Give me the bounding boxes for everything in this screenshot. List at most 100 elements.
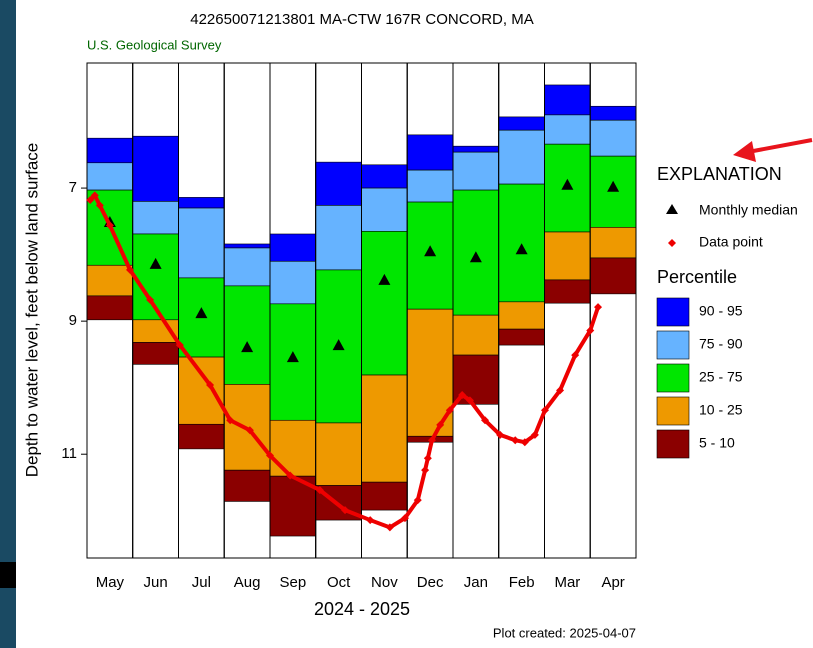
percentile-band [498, 183, 545, 303]
percentile-band [223, 469, 271, 502]
median-marker [469, 251, 482, 263]
data-point [146, 295, 155, 304]
percentile-band [452, 314, 500, 356]
x-tick-label: Jul [192, 574, 211, 591]
x-tick-label: May [96, 574, 125, 591]
percentile-band [544, 114, 591, 145]
legend-median-label: Monthly median [699, 202, 798, 218]
data-point [400, 514, 409, 523]
footer: Plot created: 2025-04-07 [493, 625, 636, 640]
percentile-band [132, 201, 179, 235]
percentile-band [178, 423, 225, 450]
percentile-band [223, 247, 271, 287]
legend-label: 90 - 95 [699, 303, 743, 319]
median-marker [195, 307, 208, 319]
data-point [496, 430, 505, 439]
data-point [511, 436, 520, 445]
percentile-band [315, 205, 362, 271]
left-edge-corner [0, 562, 16, 588]
percentile-band [589, 105, 637, 121]
legend-data-label: Data point [699, 234, 763, 250]
chart-subtitle: U.S. Geological Survey [87, 37, 222, 52]
data-point [481, 416, 490, 425]
x-tick-label: Jun [144, 574, 168, 591]
data-point [594, 303, 603, 312]
y-tick-label: 7 [69, 179, 77, 196]
percentile-band [498, 301, 545, 330]
data-point [556, 386, 565, 395]
data-point [385, 523, 394, 532]
x-axis-label: 2024 - 2025 [314, 599, 410, 619]
y-tick-label: 11 [61, 445, 77, 462]
data-point [366, 516, 375, 525]
percentile-band [544, 279, 591, 304]
data-point [436, 420, 445, 429]
legend-title: EXPLANATION [657, 164, 782, 184]
median-marker [515, 243, 528, 255]
median-marker [241, 341, 254, 353]
percentile-band [361, 231, 408, 376]
percentile-band [178, 207, 225, 279]
data-point [586, 326, 595, 335]
legend-data-marker [668, 239, 676, 247]
data-point [520, 438, 529, 447]
arrow [733, 138, 813, 162]
data-point [90, 191, 99, 200]
data-point [95, 201, 104, 210]
median-marker [286, 351, 299, 363]
x-tick-label: Dec [417, 574, 444, 591]
percentile-band [361, 187, 408, 232]
percentile-band [544, 231, 591, 281]
median-marker [332, 339, 345, 351]
y-tick-label: 9 [69, 312, 77, 329]
percentile-band [406, 134, 454, 171]
percentile-band [498, 129, 545, 185]
data-point [315, 486, 324, 495]
data-point [126, 265, 135, 274]
data-point [427, 436, 436, 445]
data-point [206, 381, 215, 390]
data-point [341, 506, 350, 515]
legend-swatch [656, 363, 690, 393]
data-point [226, 416, 235, 425]
percentile-band [178, 197, 225, 209]
data-point [86, 196, 95, 205]
x-tick-label: Nov [371, 574, 398, 591]
median-marker [378, 273, 391, 285]
percentile-band [86, 264, 134, 297]
percentile-band [269, 260, 317, 305]
data-point [445, 406, 454, 415]
data-point [175, 341, 184, 350]
percentile-band [544, 84, 591, 116]
x-tick-label: Aug [234, 574, 261, 591]
percentile-band [269, 233, 317, 262]
column-outline [589, 62, 637, 559]
percentile-band [498, 116, 545, 131]
percentile-band [589, 257, 637, 295]
legend-swatch [656, 429, 690, 459]
data-point [540, 406, 549, 415]
percentile-band [361, 481, 408, 511]
median-marker [149, 257, 162, 269]
percentile-band [223, 285, 271, 385]
percentile-band [361, 164, 408, 189]
data-point [465, 396, 474, 405]
data-point [286, 471, 295, 480]
percentile-band [86, 295, 134, 321]
percentile-band [361, 374, 408, 483]
percentile-band [86, 137, 134, 164]
percentile-band [589, 119, 637, 157]
data-point [245, 426, 254, 435]
x-tick-label: Oct [327, 574, 351, 591]
legend-swatch [656, 330, 690, 360]
percentile-band [132, 135, 179, 202]
median-marker [607, 180, 620, 192]
data-point [421, 466, 430, 475]
left-edge [0, 0, 16, 648]
legend-label: 5 - 10 [699, 435, 735, 451]
percentile-band [178, 356, 225, 425]
median-marker [561, 178, 574, 190]
percentile-band [315, 422, 362, 486]
data-point [571, 351, 580, 360]
